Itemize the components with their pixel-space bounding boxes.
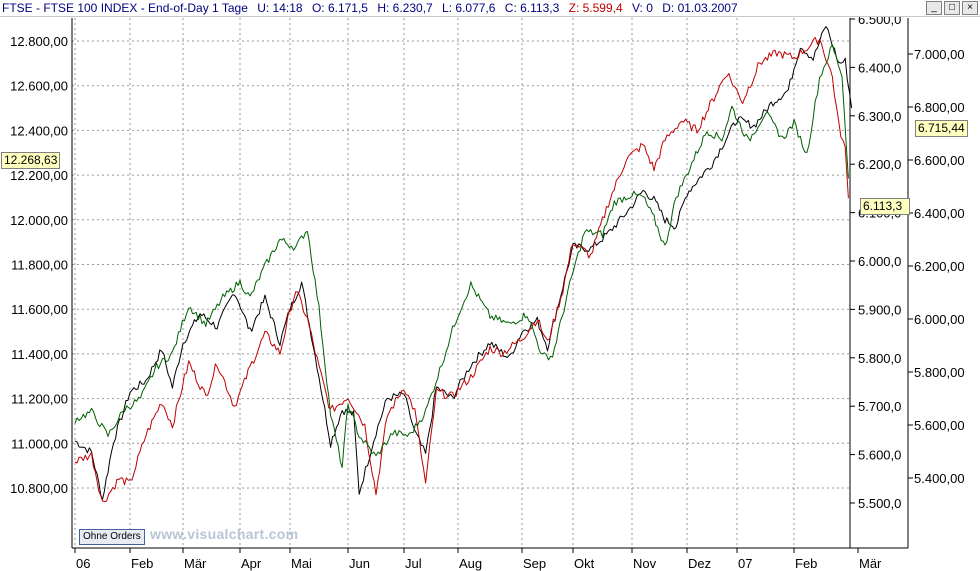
x-tick-label: 07 <box>738 556 752 571</box>
outer-right-tick-label: 5.800,00 <box>914 365 965 380</box>
x-tick-label: Jun <box>349 556 370 571</box>
date-readout: D: 01.03.2007 <box>662 1 738 15</box>
left-tick-label: 11.400,00 <box>11 347 68 362</box>
left-tick-label: 12.400,00 <box>10 123 68 138</box>
series-line-0 <box>74 26 853 500</box>
x-tick-label: 06 <box>76 556 90 571</box>
inner-right-tick-label: 5.500,0 <box>858 496 901 511</box>
left-tick-label: 11.600,00 <box>11 302 68 317</box>
inner-right-tick-label: 6.400,0 <box>858 60 901 75</box>
grid <box>72 18 850 548</box>
series-line-1 <box>74 37 849 502</box>
x-tick-label: Aug <box>459 556 482 571</box>
minimize-button[interactable]: _ <box>926 1 942 15</box>
low-readout: L: 6.077,6 <box>442 1 496 15</box>
x-tick-label: Mär <box>184 556 207 571</box>
inner-right-tick-label: 5.900,0 <box>858 302 901 317</box>
inner-right-tick-label: 5.600,0 <box>858 448 901 463</box>
x-tick-label: Feb <box>131 556 153 571</box>
inner-right-tick-label: 6.300,0 <box>858 109 901 124</box>
inner-right-tick-label: 5.700,0 <box>858 399 901 414</box>
watermark: www.visualchart.com <box>150 526 299 542</box>
open-readout: O: 6.171,5 <box>311 1 368 15</box>
x-tick-label: Mai <box>291 556 312 571</box>
x-tick-label: Sep <box>523 556 546 571</box>
inner-right-value-box: 6.113,3 <box>860 198 910 215</box>
x-tick-label: Nov <box>633 556 657 571</box>
axes <box>71 18 913 553</box>
outer-right-tick-label: 6.400,00 <box>914 206 965 221</box>
x-tick-label: Okt <box>574 556 595 571</box>
left-tick-label: 12.800,00 <box>10 34 68 49</box>
orders-button[interactable]: Ohne Orders <box>79 529 145 545</box>
high-readout: H: 6.230,7 <box>377 1 433 15</box>
inner-right-tick-label: 6.200,0 <box>858 157 901 172</box>
left-value-box: 12.268,63 <box>1 152 61 169</box>
x-tick-label: Feb <box>795 556 817 571</box>
left-tick-label: 11.800,00 <box>11 258 68 273</box>
close-button[interactable]: × <box>962 1 978 15</box>
symbol-label: FTSE - FTSE 100 INDEX - End-of-Day 1 Tag… <box>2 1 248 15</box>
outer-right-tick-label: 5.400,00 <box>914 471 965 486</box>
z-readout: Z: 5.599,4 <box>568 1 623 15</box>
left-tick-label: 12.000,00 <box>10 213 68 228</box>
outer-right-tick-label: 5.600,00 <box>914 418 965 433</box>
x-tick-label: Dez <box>688 556 711 571</box>
inner-right-tick-label: 5.800,0 <box>858 351 901 366</box>
x-tick-label: Jul <box>405 556 422 571</box>
left-tick-label: 11.200,00 <box>11 392 68 407</box>
maximize-button[interactable]: □ <box>944 1 960 15</box>
left-tick-label: 12.200,00 <box>10 168 68 183</box>
left-tick-label: 11.000,00 <box>11 436 68 451</box>
outer-right-tick-label: 6.800,00 <box>914 100 965 115</box>
volume-readout: V: 0 <box>632 1 653 15</box>
outer-right-tick-label: 7.000,00 <box>914 47 965 62</box>
tick-labels: 12.800,00 12.600,00 12.400,00 12.200,00 12.0… <box>10 12 964 571</box>
title-bar: FTSE - FTSE 100 INDEX - End-of-Day 1 Tag… <box>0 0 980 17</box>
outer-right-tick-label: 6.200,00 <box>914 259 965 274</box>
left-tick-label: 12.600,00 <box>10 79 68 94</box>
series-line-2 <box>74 44 849 468</box>
x-tick-label: Apr <box>241 556 262 571</box>
outer-right-tick-label: 6.600,00 <box>914 153 965 168</box>
left-tick-label: 10.800,00 <box>10 481 68 496</box>
series-lines <box>74 26 853 502</box>
outer-right-tick-label: 6.000,00 <box>914 312 965 327</box>
inner-right-tick-label: 6.000,0 <box>858 254 901 269</box>
time-readout: U: 14:18 <box>257 1 303 15</box>
close-readout: C: 6.113,3 <box>504 1 560 15</box>
x-tick-label: Mär <box>859 556 882 571</box>
outer-right-value-box: 6.715,44 <box>915 120 968 137</box>
window-buttons: _ □ × <box>926 1 978 15</box>
